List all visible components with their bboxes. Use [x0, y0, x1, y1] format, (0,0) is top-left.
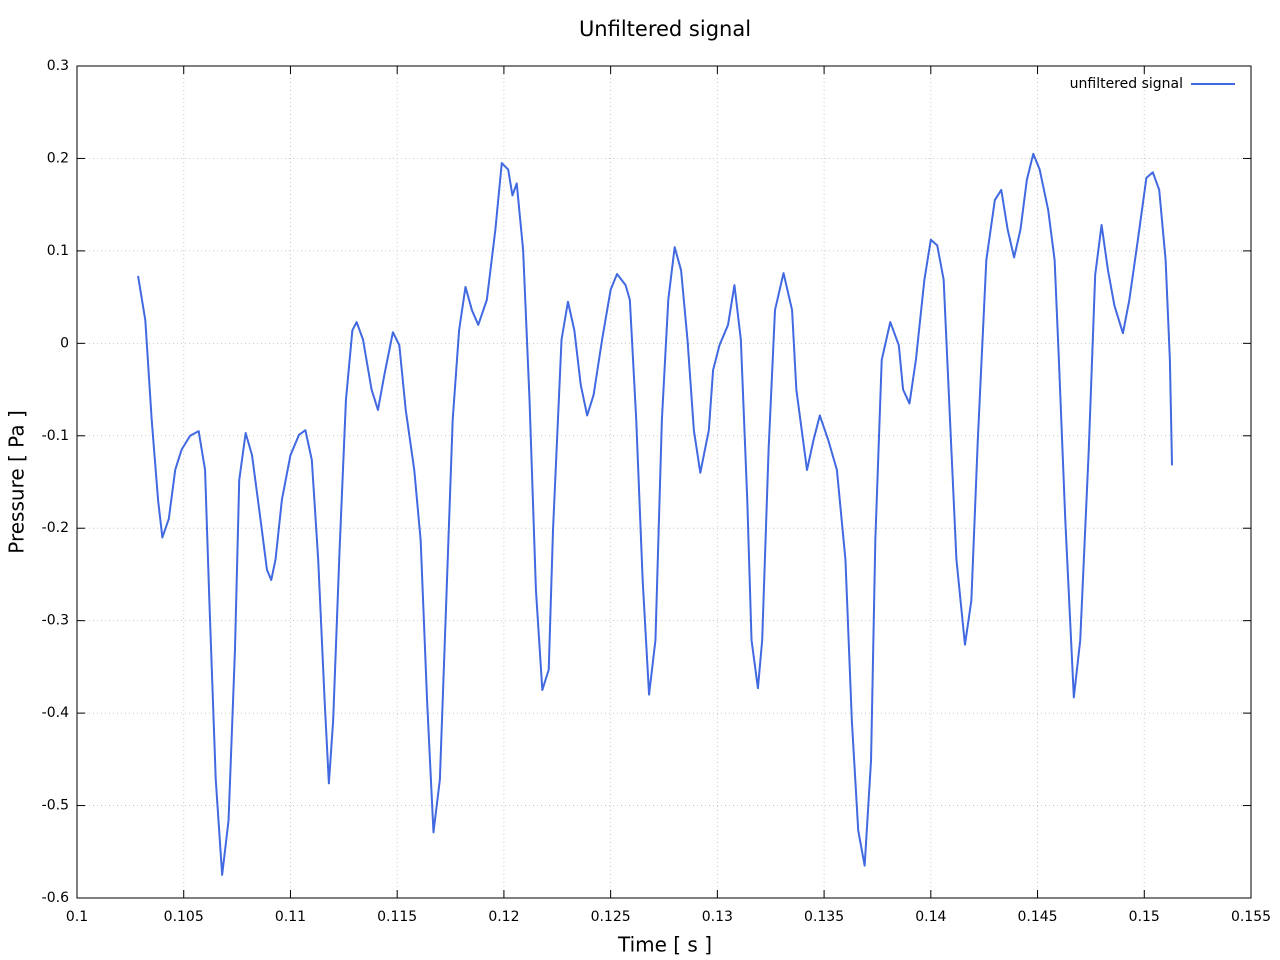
- x-tick-label: 0.15: [1129, 909, 1160, 925]
- y-tick-label: -0.3: [42, 613, 69, 629]
- x-tick-label: 0.115: [377, 909, 417, 925]
- series-line: [137, 152, 1174, 876]
- y-tick-label: -0.5: [42, 798, 69, 814]
- y-tick-label: 0.2: [47, 150, 69, 166]
- y-tick-label: 0.3: [47, 58, 69, 74]
- legend-label: unfiltered signal: [1070, 76, 1183, 92]
- y-tick-label: -0.4: [42, 705, 69, 721]
- x-tick-label: 0.135: [804, 909, 844, 925]
- y-tick-label: -0.6: [42, 890, 69, 906]
- x-tick-label: 0.11: [275, 909, 306, 925]
- x-tick-label: 0.125: [591, 909, 631, 925]
- x-tick-label: 0.14: [915, 909, 946, 925]
- x-tick-label: 0.105: [164, 909, 204, 925]
- x-tick-label: 0.13: [702, 909, 733, 925]
- chart-title: Unfiltered signal: [579, 17, 751, 41]
- y-axis-label: Pressure [ Pa ]: [5, 410, 29, 554]
- x-tick-label: 0.12: [488, 909, 519, 925]
- x-tick-label: 0.155: [1231, 909, 1271, 925]
- x-axis-label: Time [ s ]: [617, 933, 712, 957]
- x-tick-label: 0.145: [1017, 909, 1057, 925]
- x-tick-label: 0.1: [66, 909, 88, 925]
- y-tick-label: 0.1: [47, 243, 69, 259]
- y-tick-label: 0: [60, 335, 69, 351]
- y-tick-label: -0.2: [42, 520, 69, 536]
- y-tick-label: -0.1: [42, 428, 69, 444]
- plot-frame: [76, 65, 1252, 899]
